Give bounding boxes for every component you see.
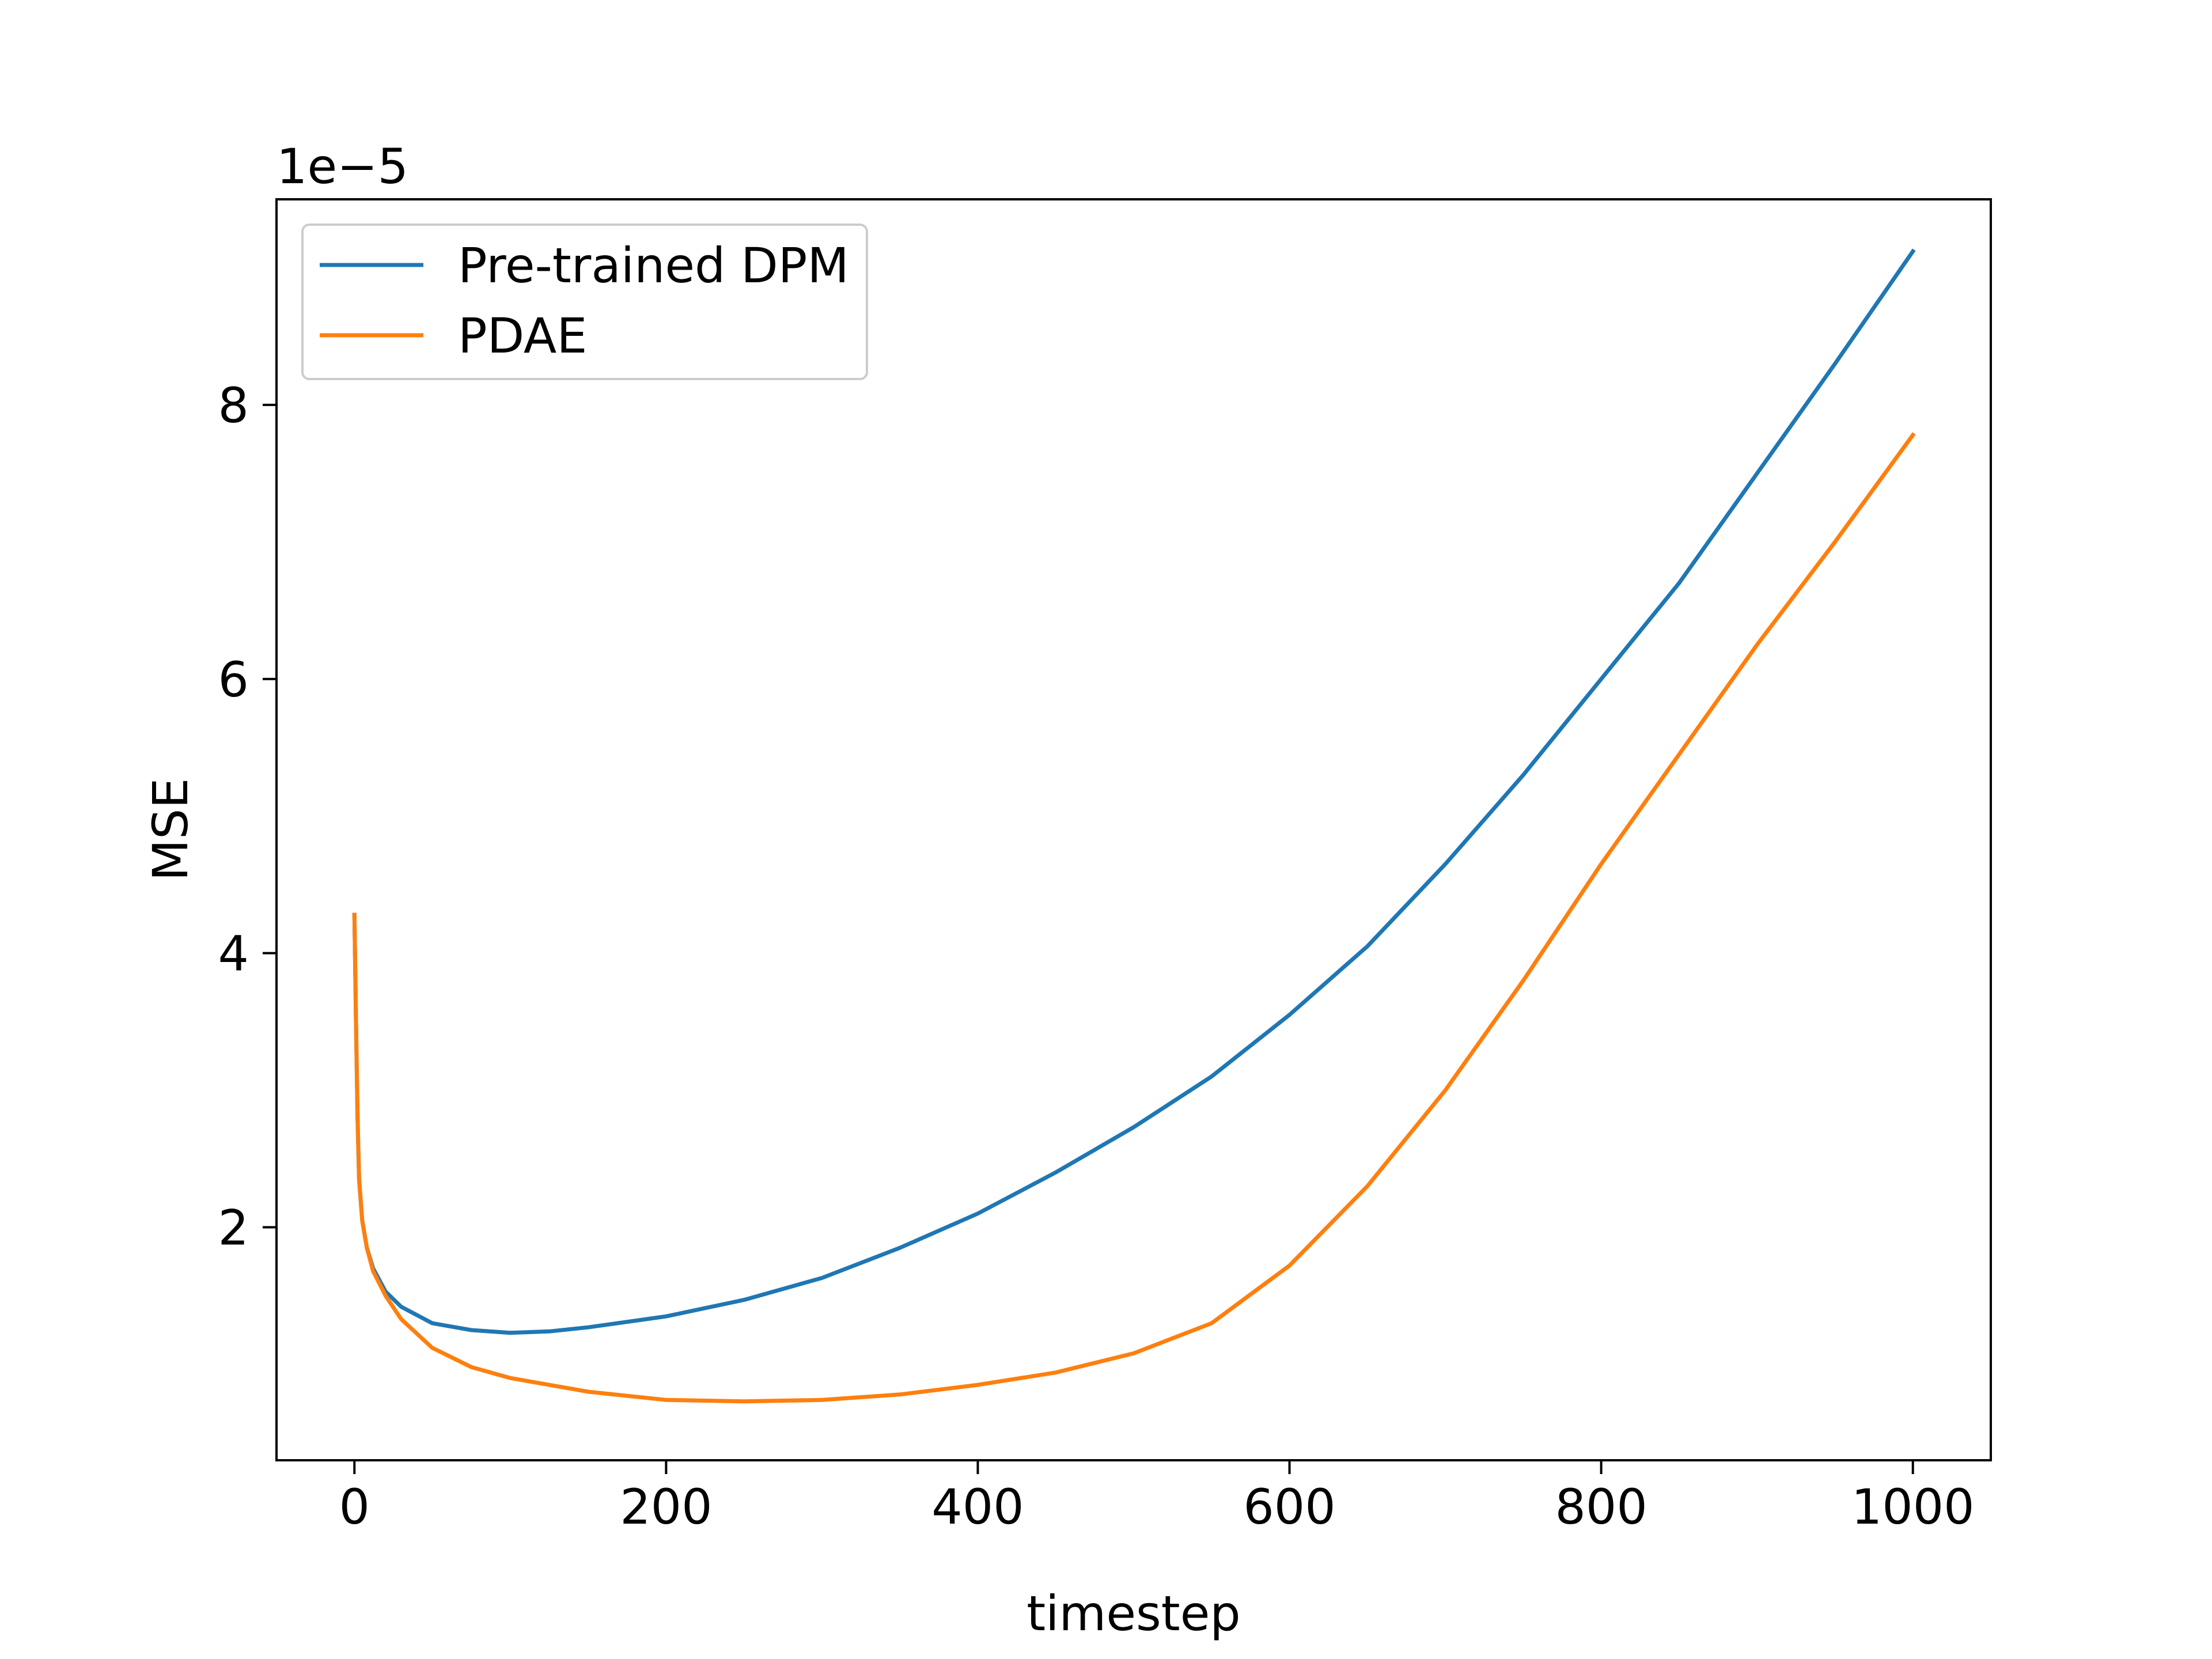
x-tick-label: 600 — [1243, 1479, 1335, 1535]
legend-entry-label: PDAE — [458, 308, 587, 364]
legend-entry-label: Pre-trained DPM — [458, 237, 849, 294]
legend: Pre-trained DPM PDAE — [301, 224, 868, 380]
y-axis-offset-text: 1e−5 — [276, 138, 408, 195]
axes-frame — [275, 198, 1992, 1461]
y-axis: 2 4 6 8 — [218, 377, 276, 1256]
x-tick-label: 0 — [339, 1479, 370, 1535]
y-axis-label: MSE — [142, 778, 199, 881]
x-tick-label: 800 — [1555, 1479, 1647, 1535]
y-tick-label: 4 — [218, 926, 249, 982]
x-tick-label: 200 — [620, 1479, 712, 1535]
x-tick-label: 400 — [931, 1479, 1024, 1535]
series-line-pdae — [352, 432, 1916, 1404]
x-tick-label: 1000 — [1851, 1479, 1975, 1535]
x-axis: 0 200 400 600 800 1000 — [339, 1460, 1975, 1535]
y-tick-label: 8 — [218, 377, 249, 434]
plot-area — [352, 248, 1916, 1404]
legend-frame — [301, 224, 868, 380]
y-tick-label: 6 — [218, 652, 249, 708]
y-tick-label: 2 — [218, 1200, 249, 1256]
x-axis-label: timestep — [1027, 1585, 1240, 1642]
